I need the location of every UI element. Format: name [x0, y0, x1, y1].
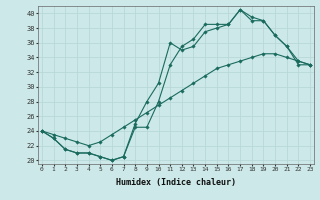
- X-axis label: Humidex (Indice chaleur): Humidex (Indice chaleur): [116, 178, 236, 187]
